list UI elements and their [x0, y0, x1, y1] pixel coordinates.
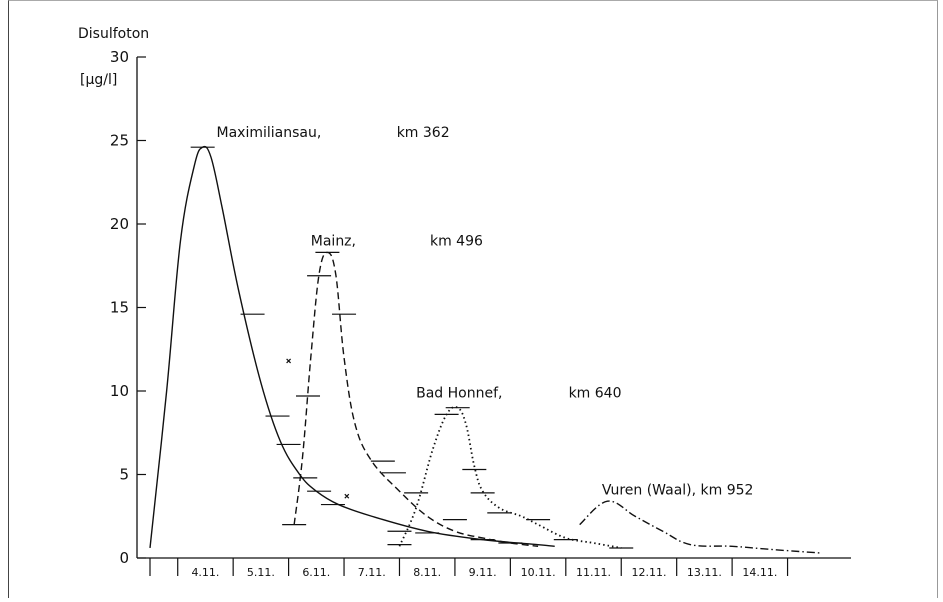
y-tick-label: 25 [110, 132, 129, 150]
y-tick-label: 10 [110, 382, 129, 400]
cross-mark [344, 493, 350, 499]
series-line-mainz [293, 251, 539, 548]
series-label: Mainz, [311, 234, 356, 250]
series-label: Bad Honnef, [416, 386, 502, 402]
x-tick-label: 12.11. [631, 566, 666, 579]
annotations: Maximiliansau, km 362 Mainz, km 496 Bad Honn… [217, 125, 754, 498]
x-tick-label: 11.11. [576, 566, 611, 579]
x-tick-label: 8.11. [413, 566, 441, 579]
series-km-label: km 362 [397, 125, 450, 141]
series-line-bad-honnef [398, 406, 622, 549]
axes: 0 5 10 15 20 25 30 4.11. 5.11. 6.11. 7.11. 8.11. 9.1… [110, 48, 851, 579]
series-label: Maximiliansau, [217, 125, 322, 141]
series-line-vuren [579, 500, 821, 554]
y-tick-label: 5 [119, 466, 129, 484]
x-tick-label: 13.11. [687, 566, 722, 579]
series-label: Vuren (Waal), km 952 [602, 483, 754, 499]
x-tick-label: 5.11. [247, 566, 275, 579]
x-tick-label: 9.11. [469, 566, 497, 579]
chart-frame [8, 0, 938, 598]
series-line-maximiliansau [149, 145, 555, 549]
y-tick-label: 15 [110, 299, 129, 317]
y-axis-title: Disulfoton [78, 26, 149, 42]
x-tick-label: 10.11. [521, 566, 556, 579]
x-tick-label: 7.11. [358, 566, 386, 579]
y-axis-unit: [µg/l] [80, 72, 117, 88]
x-tick-label: 14.11. [742, 566, 777, 579]
series-layer [149, 145, 821, 554]
cross-mark [286, 358, 292, 364]
series-km-label: km 496 [430, 234, 483, 250]
x-tick-label: 6.11. [302, 566, 330, 579]
y-tick-label: 20 [110, 215, 129, 233]
x-tick-label: 4.11. [191, 566, 219, 579]
y-tick-label: 30 [110, 48, 129, 66]
series-km-label: km 640 [569, 386, 622, 402]
y-tick-label: 0 [119, 549, 129, 567]
